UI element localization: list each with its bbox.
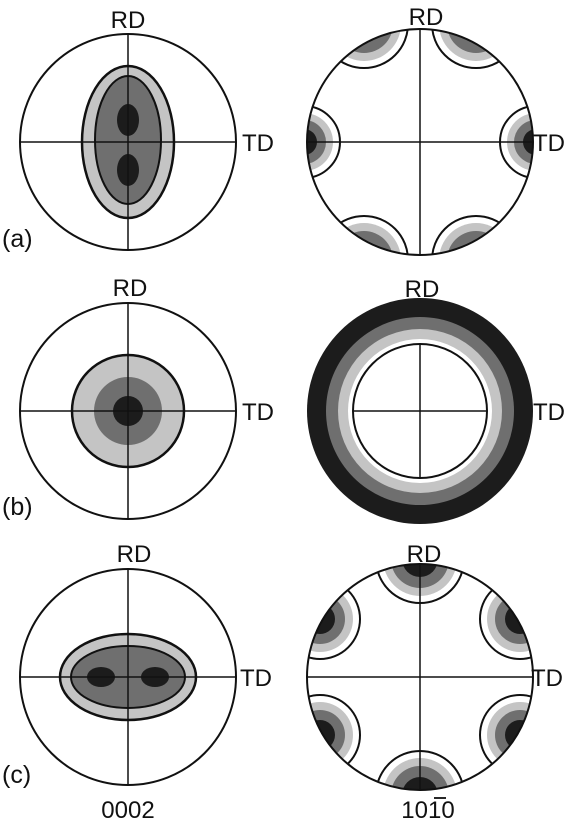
td-label: TD [531,665,563,692]
column-caption-1010: 1010 [401,797,454,824]
pole-figure-c-0002: RD TD (c) [2,541,272,789]
rd-label: RD [405,276,440,303]
rd-label: RD [113,275,148,302]
pole-lobe-bottom-left [319,215,409,255]
pole-figure-a-1010: RD TD [306,4,565,256]
td-label: TD [533,399,565,426]
td-label: TD [242,130,274,157]
td-label: TD [240,665,272,692]
rd-label: RD [117,541,152,568]
row-label-c: (c) [2,761,31,789]
pole-figure-b-1010: RD TD [307,276,565,524]
pole-figure-b-0002: RD TD (b) [2,275,274,521]
pole-figure-c-1010: RD TD [306,541,563,791]
rd-label: RD [111,7,146,34]
td-label: TD [533,130,565,157]
td-label: TD [242,399,274,426]
row-label-a: (a) [2,225,33,253]
pole-lobe-bottom-right [431,215,521,255]
row-label-b: (b) [2,493,33,521]
column-caption-0002: 0002 [101,797,154,824]
rd-label: RD [407,541,442,568]
pole-figure-outline [306,28,534,256]
rd-label: RD [409,4,444,31]
pole-figure-outline [306,563,534,791]
pole-figure-a-0002: RD TD (a) [2,7,274,253]
